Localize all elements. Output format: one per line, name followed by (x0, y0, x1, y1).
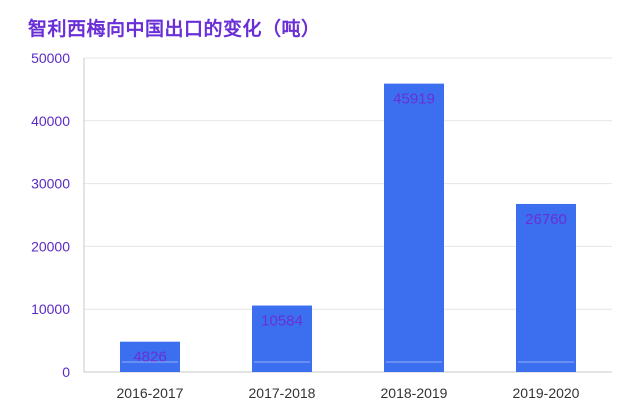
y-tick-label-40000: 40000 (31, 113, 70, 129)
data-label-2019-2020: 26760 (525, 211, 567, 228)
data-label-2017-2018: 10584 (261, 313, 303, 330)
y-tick-label-20000: 20000 (31, 238, 70, 254)
data-label-2018-2019: 45919 (393, 91, 435, 108)
x-tick-label-2016-2017: 2016-2017 (117, 385, 184, 401)
y-tick-label-50000: 50000 (31, 50, 70, 66)
bar-2016-2017 (120, 341, 180, 372)
chart-title: 智利西梅向中国出口的变化（吨） (28, 18, 321, 40)
bar-2017-2018 (252, 305, 312, 372)
y-tick-label-30000: 30000 (31, 176, 70, 192)
y-tick-label-10000: 10000 (31, 301, 70, 317)
x-tick-label-2018-2019: 2018-2019 (381, 385, 448, 401)
bar-2018-2019 (384, 83, 444, 373)
bar-2019-2020 (516, 203, 576, 372)
y-tick-label-0: 0 (62, 364, 70, 380)
x-tick-label-2017-2018: 2017-2018 (249, 385, 316, 401)
data-label-2016-2017: 4826 (133, 349, 166, 366)
x-tick-label-2019-2020: 2019-2020 (513, 385, 580, 401)
